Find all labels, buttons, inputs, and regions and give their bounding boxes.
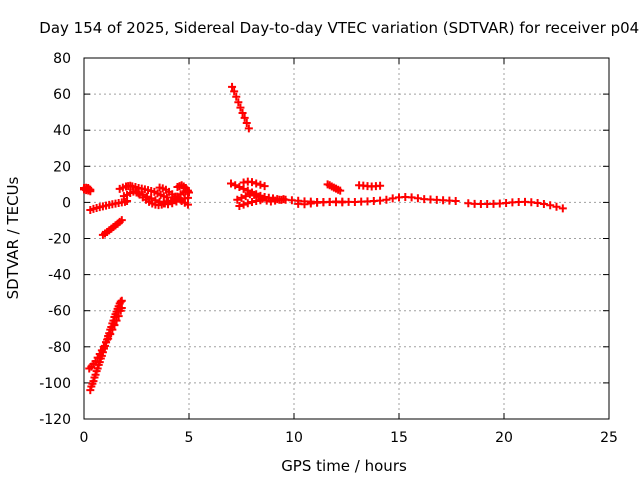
data-point: [162, 193, 171, 202]
data-point: [546, 201, 555, 210]
grid-layer: [84, 58, 609, 419]
data-point: [552, 202, 561, 211]
data-point: [235, 183, 244, 192]
series-arc-17: [294, 198, 347, 209]
data-point: [376, 181, 385, 190]
data-point: [110, 321, 119, 330]
data-point: [338, 198, 347, 207]
x-tick-label: 25: [600, 430, 618, 446]
series-arc-2: [86, 196, 132, 214]
data-points-layer: [80, 82, 567, 395]
x-tick-label: 20: [495, 430, 513, 446]
data-point: [248, 198, 256, 207]
data-point: [558, 204, 567, 213]
data-point: [382, 195, 391, 204]
series-arc-18: [323, 180, 345, 195]
data-point: [243, 199, 252, 208]
data-point: [242, 118, 251, 127]
y-tick-label: -60: [48, 304, 71, 320]
data-point: [155, 198, 164, 207]
data-point: [227, 179, 235, 188]
data-point: [117, 303, 126, 312]
x-tick-label: 10: [285, 430, 303, 446]
series-arc-11: [228, 82, 253, 133]
data-point: [252, 179, 261, 188]
y-tick-label: -80: [48, 340, 71, 356]
data-point: [143, 192, 151, 201]
data-point: [533, 198, 542, 207]
data-point: [235, 202, 244, 211]
series-arc-20: [464, 197, 567, 213]
data-point: [256, 180, 265, 189]
y-tick-label: 80: [53, 51, 71, 67]
data-point: [241, 192, 250, 201]
data-point: [108, 325, 117, 334]
data-point: [244, 124, 253, 133]
data-point: [237, 193, 246, 202]
data-point: [388, 194, 397, 203]
data-point: [238, 109, 247, 118]
data-point: [539, 200, 548, 209]
data-point: [451, 196, 460, 205]
data-point: [183, 193, 192, 202]
data-point: [183, 200, 192, 209]
data-point: [232, 92, 241, 101]
data-point: [228, 82, 237, 91]
y-tick-label: 40: [53, 123, 71, 139]
data-point: [147, 194, 156, 203]
data-point: [236, 103, 245, 112]
y-tick-label: -100: [39, 376, 71, 392]
series-arc-14: [239, 177, 269, 191]
ticks-layer: 0 5 10 15 20 25 -120 -100 -80 -60 -40 -20 0 20 40 60 80: [39, 51, 618, 446]
data-point: [233, 195, 242, 204]
y-axis-label: SDTVAR / TECUs: [4, 176, 22, 299]
series-arc-15: [235, 196, 265, 211]
data-point: [336, 186, 345, 195]
series-arc-6: [115, 181, 171, 202]
data-point: [106, 330, 115, 339]
data-point: [86, 187, 95, 196]
series-arc-3: [98, 216, 126, 239]
series-arc-9: [155, 183, 192, 209]
y-tick-label: -20: [48, 232, 71, 248]
data-point: [260, 182, 269, 191]
chart-title: Day 154 of 2025, Sidereal Day-to-day VTE…: [39, 19, 640, 37]
x-axis-label: GPS time / hours: [281, 457, 407, 475]
y-tick-label: 0: [62, 195, 71, 211]
series-arc-10: [173, 181, 193, 197]
data-point: [151, 196, 160, 205]
series-arc-5: [85, 303, 126, 373]
x-tick-label: 0: [80, 430, 89, 446]
x-tick-label: 15: [390, 430, 408, 446]
data-point: [99, 342, 108, 351]
data-point: [240, 113, 249, 122]
y-tick-label: 20: [53, 159, 71, 175]
data-point: [138, 190, 147, 199]
y-tick-label: -120: [39, 412, 71, 428]
x-tick-label: 5: [185, 430, 194, 446]
data-point: [114, 312, 123, 321]
data-point: [117, 296, 126, 305]
data-point: [256, 196, 265, 205]
data-point: [234, 98, 243, 107]
series-arc-1: [80, 183, 95, 196]
data-point: [168, 199, 177, 208]
data-point: [248, 178, 256, 187]
y-tick-label: -40: [48, 268, 71, 284]
data-point: [231, 181, 240, 190]
data-point: [230, 87, 239, 96]
y-tick-label: 60: [53, 87, 71, 103]
data-point: [250, 190, 259, 199]
data-point: [185, 188, 193, 197]
series-arc-19: [355, 181, 385, 191]
data-point: [239, 200, 248, 209]
data-point: [104, 334, 113, 343]
data-point: [134, 189, 143, 198]
data-point: [117, 216, 126, 225]
data-point: [112, 316, 121, 325]
